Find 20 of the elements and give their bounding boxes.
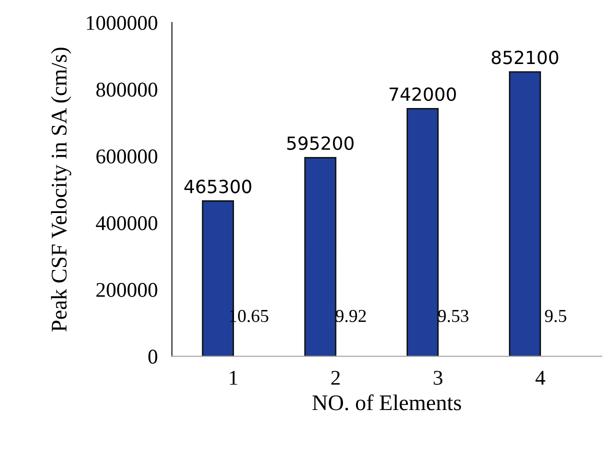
data-label: 465300	[184, 180, 252, 194]
y-tick-label: 200000	[96, 282, 158, 297]
y-tick-label: 400000	[96, 216, 158, 230]
y-tick-label: 600000	[96, 149, 158, 164]
data-label: 852100	[492, 50, 558, 64]
bar	[406, 108, 439, 356]
y-tick-label: 1000000	[86, 16, 158, 30]
x-tick-label: 4	[536, 370, 546, 385]
y-tick-label: 0	[148, 350, 158, 364]
x-tick-label: 1	[230, 370, 238, 385]
x-tick-label: 3	[434, 370, 442, 385]
x-axis-title: NO. of Elements	[312, 394, 461, 410]
data-label: 9.5	[544, 310, 566, 322]
data-label: 742000	[390, 87, 456, 101]
bar	[304, 156, 336, 356]
y-tick-label: 800000	[96, 82, 158, 97]
x-tick-label: 2	[331, 370, 340, 385]
data-label: 595200	[287, 136, 354, 150]
y-axis-title: Peak CSF Velocity in SA (cm/s)	[51, 48, 72, 332]
bar	[508, 71, 542, 356]
